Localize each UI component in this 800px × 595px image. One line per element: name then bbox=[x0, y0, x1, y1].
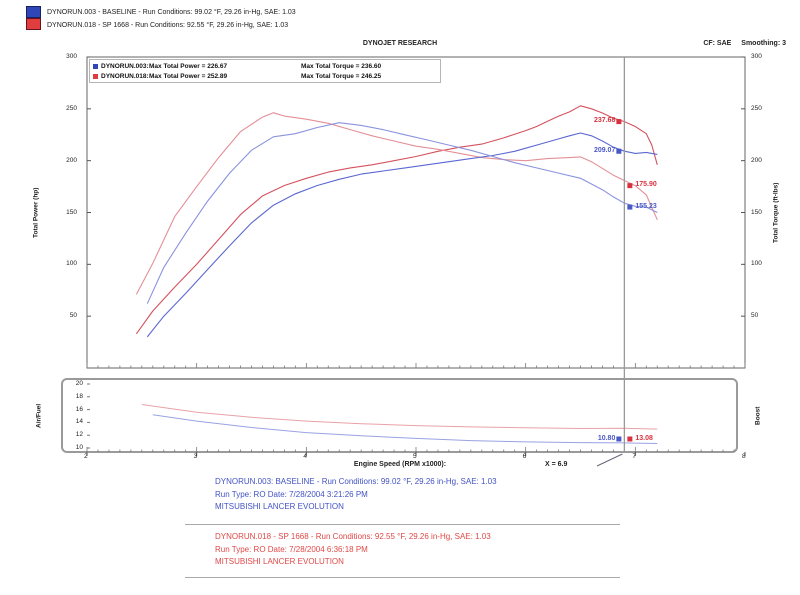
run1-legend-swatch bbox=[93, 63, 98, 69]
cursor-value-run1-power: 209.07 bbox=[593, 146, 616, 154]
run-legend-swatches bbox=[26, 6, 41, 30]
run1-torque-trace bbox=[146, 122, 658, 304]
airfuel-axis-tick-label: 12 bbox=[75, 431, 83, 439]
power-axis-tick-label: 100 bbox=[66, 260, 77, 268]
power-axis-tick-label: 250 bbox=[66, 104, 77, 112]
run2-max-power-label: Max Total Power = 252.89 bbox=[149, 72, 228, 80]
torque-axis-tick-label: 50 bbox=[751, 312, 759, 320]
run1-legend-line: DYNORUN.003 - BASELINE - Run Conditions:… bbox=[47, 9, 296, 16]
torque-axis-tick-label: 200 bbox=[751, 156, 762, 164]
torque-axis-tick-label: 100 bbox=[751, 260, 762, 268]
cursor-value-run1-airfuel: 10.80 bbox=[597, 434, 616, 442]
cursor-readout: X = 6.9 bbox=[545, 461, 568, 468]
max-values-row-run2: DYNORUN.018: Max Total Power = 252.89 Ma… bbox=[93, 71, 437, 81]
cursor-marker bbox=[616, 436, 622, 442]
cursor-marker bbox=[627, 436, 633, 442]
cursor-marker bbox=[627, 183, 633, 189]
run-legend: DYNORUN.003 - BASELINE - Run Conditions:… bbox=[26, 6, 296, 32]
run1-max-torque-label: Max Total Torque = 236.60 bbox=[301, 62, 382, 70]
run2-id-label: DYNORUN.018: bbox=[101, 72, 149, 80]
run2-info-line1: DYNORUN.018 - SP 1668 - Run Conditions: … bbox=[215, 532, 491, 541]
max-values-row-run1: DYNORUN.003: Max Total Power = 226.67 Ma… bbox=[93, 61, 437, 71]
x-axis-tick-label: 2 bbox=[84, 453, 88, 460]
cursor-pointer-line bbox=[596, 453, 623, 467]
power-axis-tick-label: 200 bbox=[66, 156, 77, 164]
run1-info-line3: MITSUBISHI LANCER EVOLUTION bbox=[215, 502, 344, 511]
torque-axis-tick-label: 300 bbox=[751, 53, 762, 60]
smoothing-label: Smoothing: 3 bbox=[741, 40, 786, 47]
main-plot-border bbox=[86, 56, 746, 369]
cursor-marker bbox=[616, 148, 622, 154]
run2-airfuel-trace bbox=[141, 404, 658, 430]
x-axis-tick-label: 8 bbox=[742, 453, 746, 460]
run2-legend-swatch bbox=[93, 73, 98, 79]
chart-title: DYNOJET RESEARCH bbox=[362, 40, 438, 47]
power-axis-tick-label: 150 bbox=[66, 208, 77, 216]
run1-info-line1: DYNORUN.003: BASELINE - Run Conditions: … bbox=[215, 477, 497, 486]
run2-color-swatch bbox=[26, 18, 41, 30]
sub-plot-border bbox=[61, 378, 738, 453]
cf-label: CF: SAE bbox=[703, 40, 732, 47]
x-axis-label: Engine Speed (RPM x1000): bbox=[353, 461, 447, 468]
divider-line bbox=[185, 524, 620, 525]
x-axis-tick-label: 3 bbox=[193, 453, 198, 460]
run2-info-line3: MITSUBISHI LANCER EVOLUTION bbox=[215, 557, 344, 566]
run1-id-label: DYNORUN.003: bbox=[101, 62, 149, 70]
boost-axis-label: Boost bbox=[754, 406, 762, 425]
cursor-value-run2-power: 237.68 bbox=[593, 117, 616, 125]
run2-info-line2: Run Type: RO Date: 7/28/2004 6:36:18 PM bbox=[215, 544, 368, 554]
run2-torque-trace bbox=[135, 112, 658, 295]
airfuel-axis-tick-label: 20 bbox=[75, 380, 83, 387]
airfuel-axis-tick-label: 14 bbox=[75, 418, 83, 426]
correction-factor-label: CF: SAE Smoothing: 3 bbox=[703, 40, 786, 47]
cursor-value-run2-torque: 175.90 bbox=[635, 181, 657, 189]
airfuel-axis-tick-label: 10 bbox=[75, 444, 83, 451]
run2-info-block: DYNORUN.018 - SP 1668 - Run Conditions: … bbox=[215, 531, 491, 569]
cursor-value-run1-torque: 155.23 bbox=[635, 202, 657, 210]
run2-legend-line: DYNORUN.018 - SP 1668 - Run Conditions: … bbox=[47, 22, 289, 29]
power-axis-tick-label: 300 bbox=[66, 53, 77, 60]
power-axis-tick-label: 50 bbox=[69, 312, 77, 320]
max-values-legend: DYNORUN.003: Max Total Power = 226.67 Ma… bbox=[89, 59, 441, 83]
run1-max-power-label: Max Total Power = 226.67 bbox=[149, 62, 228, 70]
x-axis-tick-label: 6 bbox=[522, 453, 527, 460]
x-axis-tick-label: 5 bbox=[413, 453, 417, 460]
run1-info-line2: Run Type: RO Date: 7/28/2004 3:21:26 PM bbox=[215, 489, 368, 499]
airfuel-axis-tick-label: 18 bbox=[75, 392, 83, 400]
airfuel-axis-label: Air/Fuel bbox=[35, 403, 43, 428]
airfuel-axis-tick-label: 16 bbox=[75, 405, 83, 413]
power-axis-label: Total Power (hp) bbox=[32, 187, 40, 238]
divider-line bbox=[185, 577, 620, 578]
cursor-value-run2-airfuel: 13.08 bbox=[635, 434, 653, 442]
torque-axis-tick-label: 250 bbox=[751, 104, 762, 112]
cursor-marker bbox=[616, 119, 622, 125]
run2-max-torque-label: Max Total Torque = 246.25 bbox=[301, 72, 382, 80]
x-axis-tick-label: 7 bbox=[632, 453, 636, 460]
run1-airfuel-trace bbox=[152, 414, 658, 444]
cursor-marker bbox=[627, 204, 633, 210]
run1-power-trace bbox=[146, 132, 658, 338]
torque-axis-label: Total Torque (ft-lbs) bbox=[772, 182, 780, 243]
run2-power-trace bbox=[135, 105, 658, 335]
run1-info-block: DYNORUN.003: BASELINE - Run Conditions: … bbox=[215, 476, 497, 514]
torque-axis-tick-label: 150 bbox=[751, 208, 762, 216]
run1-color-swatch bbox=[26, 6, 41, 18]
x-axis-tick-label: 4 bbox=[303, 453, 307, 460]
